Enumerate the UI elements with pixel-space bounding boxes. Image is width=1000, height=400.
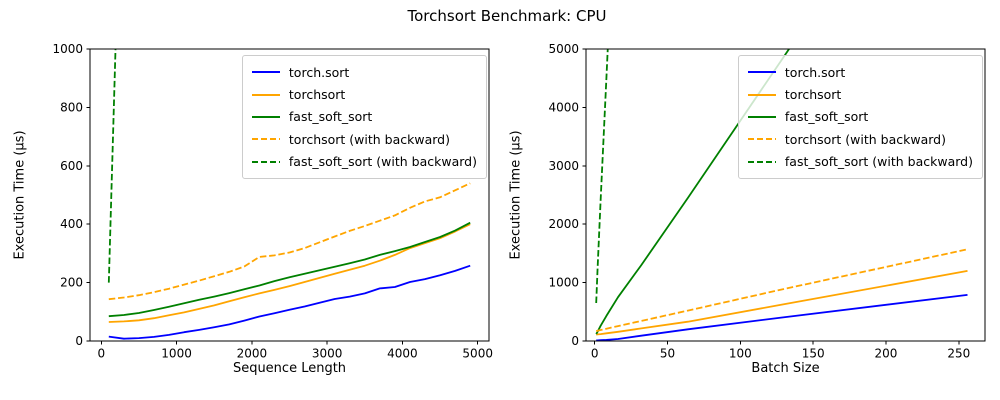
legend-label: torch.sort: [288, 64, 350, 80]
series-line-fast-soft-sort-with-backward-: [595, 49, 609, 304]
series-line-torchsort-with-backward-: [108, 182, 471, 301]
legend-line-sample: [251, 71, 280, 74]
legend-label: fast_soft_sort: [288, 109, 373, 125]
y-tick-label: 400: [60, 217, 83, 231]
series-line-fast-soft-sort-with-backward-: [107, 49, 117, 283]
legend-item: torch.sort: [747, 61, 973, 83]
plot-spines: [89, 48, 490, 342]
plot-spines: [585, 48, 986, 342]
legend-label: fast_soft_sort (with backward): [288, 154, 477, 170]
legend-line-sample: [747, 115, 776, 118]
x-tick-label: 0: [591, 347, 599, 361]
y-tick-label: 1000: [548, 276, 579, 290]
legend-item: torch.sort: [251, 61, 477, 83]
figure-title: Torchsort Benchmark: CPU: [407, 7, 607, 25]
right-subplot: 0 50 100 150 200 250 0 1000 2000 3000 4000 5000: [548, 42, 986, 361]
x-tick-label: 200: [875, 347, 898, 361]
legend-item: torchsort (with backward): [747, 128, 973, 150]
legend-line-sample: [747, 71, 776, 74]
left-subplot: 0 1000 2000 3000 4000 5000 0 200 400 600 800 1000: [52, 42, 493, 361]
legend-item: fast_soft_sort: [747, 106, 973, 128]
x-tick-label: 0: [97, 347, 105, 361]
legend-line-sample: [251, 93, 280, 96]
x-tick-label: 100: [729, 347, 752, 361]
series-line-torch-sort: [596, 294, 968, 341]
series-line-torchsort-with-backward-: [595, 248, 968, 332]
x-tick-label: 2000: [237, 347, 268, 361]
x-tick-label: 4000: [387, 347, 418, 361]
legend-label: torchsort: [784, 87, 842, 103]
y-tick-label: 4000: [548, 100, 579, 114]
legend-item: torchsort: [747, 83, 973, 105]
legend-label: torchsort: [288, 87, 346, 103]
legend-label: fast_soft_sort: [784, 109, 869, 125]
legend-line-sample: [251, 138, 280, 141]
x-tick-label: 250: [947, 347, 970, 361]
series-line-fast-soft-sort: [108, 221, 471, 318]
y-tick-label: 0: [75, 334, 83, 348]
x-tick-label: 50: [660, 347, 675, 361]
series-line-torch-sort: [108, 264, 471, 340]
legend-item: fast_soft_sort (with backward): [251, 151, 477, 173]
legend-label: fast_soft_sort (with backward): [784, 154, 973, 170]
right-xaxis-label: Batch Size: [751, 361, 820, 376]
y-tick-label: 800: [60, 100, 83, 114]
legend-item: torchsort (with backward): [251, 128, 477, 150]
legend-line-sample: [747, 138, 776, 141]
y-tick-label: 0: [571, 334, 579, 348]
legend-line-sample: [251, 160, 280, 163]
x-tick-label: 3000: [312, 347, 343, 361]
series-line-torchsort: [596, 270, 968, 336]
left-yaxis-label: Execution Time (µs): [12, 130, 28, 260]
legend-line-sample: [251, 115, 280, 118]
legend-item: fast_soft_sort: [251, 106, 477, 128]
legend-label: torch.sort: [784, 64, 846, 80]
series-line-torchsort: [108, 223, 471, 323]
legend-item: torchsort: [251, 83, 477, 105]
x-tick-label: 150: [802, 347, 825, 361]
legend-item: fast_soft_sort (with backward): [747, 151, 973, 173]
left-xaxis-label: Sequence Length: [232, 361, 347, 376]
y-tick-label: 200: [60, 276, 83, 290]
y-tick-label: 1000: [52, 42, 83, 56]
right-yaxis-label: Execution Time (µs): [508, 130, 524, 260]
legend-line-sample: [747, 93, 776, 96]
x-tick-label: 1000: [161, 347, 192, 361]
y-tick-label: 5000: [548, 42, 579, 56]
y-tick-label: 2000: [548, 217, 579, 231]
y-tick-label: 600: [60, 159, 83, 173]
y-tick-label: 3000: [548, 159, 579, 173]
legend-label: torchsort (with backward): [288, 131, 450, 147]
legend-label: torchsort (with backward): [784, 131, 946, 147]
x-tick-label: 5000: [462, 347, 493, 361]
legend-line-sample: [747, 160, 776, 163]
